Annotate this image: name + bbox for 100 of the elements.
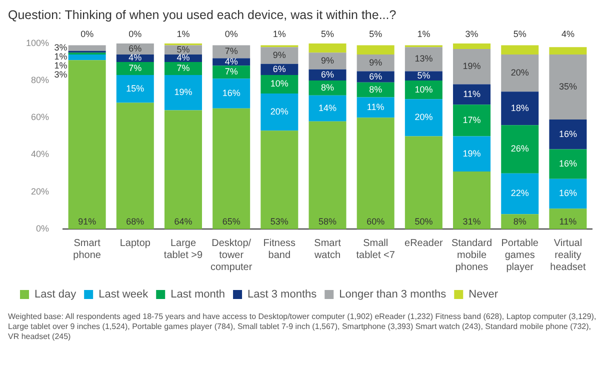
y-tick-label: 40%	[31, 149, 50, 160]
bar	[164, 62, 202, 75]
data-label: 4%	[561, 28, 574, 39]
bar	[116, 62, 154, 75]
x-tick-label: Virtual reality headset	[550, 238, 586, 273]
y-tick-label: 0%	[36, 223, 50, 234]
data-label: 16%	[558, 128, 577, 139]
bar	[549, 119, 587, 150]
bar	[212, 66, 250, 79]
x-tick-label: eReader	[404, 238, 444, 249]
data-label: 5%	[417, 70, 430, 80]
bar	[453, 84, 491, 105]
data-label: 3%	[54, 42, 68, 53]
data-label: 13%	[414, 54, 433, 64]
bar	[549, 149, 587, 179]
bar	[356, 71, 394, 82]
data-label: 7%	[224, 66, 238, 77]
data-label: 19%	[174, 87, 192, 98]
data-label: 4%	[224, 56, 238, 66]
bar	[501, 214, 539, 229]
data-label: 26%	[510, 144, 529, 154]
data-label: 1%	[272, 28, 286, 39]
bar	[356, 97, 394, 118]
data-label: 22%	[510, 188, 529, 198]
data-label: 5%	[369, 28, 382, 39]
x-tick-label: Portable games player	[501, 238, 539, 273]
text: Weighted base: All respondents aged 18-75 years and have access to Desktop/tower computer (1,902) eReader (1,232) Fitness band (628), Laptop computer (3,129), Large tablet over 9 inches (1,524), Portable games player (784), Small tablet 7-9 inch (1,567), Smartphone (3,393) Smart watch (243), Standard mobile phone (732), VR headset (245)	[8, 312, 598, 342]
data-label: 68%	[126, 216, 144, 226]
data-label: 17%	[462, 114, 481, 125]
bar	[549, 47, 587, 55]
bar	[501, 125, 539, 174]
chart-title: Question: Thinking of when you used each device, was it within the...?	[8, 8, 398, 22]
y-tick-label: 80%	[31, 75, 50, 86]
data-label: 7%	[224, 46, 238, 56]
data-label: 35%	[558, 82, 577, 92]
data-label: 6%	[128, 43, 142, 54]
data-label: 65%	[222, 216, 240, 226]
bar	[404, 99, 442, 136]
data-label: 11%	[463, 88, 480, 99]
x-tick-label: Large tablet >9	[164, 238, 203, 261]
data-label: 6%	[369, 71, 382, 82]
data-label: 31%	[462, 216, 481, 226]
data-label: 64%	[174, 216, 192, 226]
bar	[356, 45, 394, 55]
data-label: 9%	[369, 57, 382, 68]
data-label: 6%	[321, 69, 334, 80]
bar	[404, 47, 442, 72]
bar	[501, 173, 539, 214]
data-label: 9%	[272, 50, 286, 60]
bar	[549, 54, 587, 120]
data-label: 1%	[176, 28, 190, 39]
bar	[308, 121, 346, 229]
bar	[404, 136, 442, 229]
data-label: 7%	[128, 62, 142, 73]
bar	[356, 118, 394, 229]
y-tick-label: 20%	[31, 186, 50, 196]
data-label: 1%	[54, 60, 68, 71]
data-label: 20%	[270, 106, 288, 117]
legend-label: Last 3 months	[248, 288, 318, 301]
data-label: 4%	[176, 52, 190, 63]
bar	[549, 208, 587, 229]
data-label: 53%	[270, 216, 288, 226]
data-label: 11%	[559, 216, 577, 226]
y-tick-label: 60%	[31, 112, 50, 122]
bar	[260, 130, 298, 229]
bar	[501, 92, 539, 126]
data-label: 19%	[462, 148, 481, 158]
data-label: 10%	[270, 78, 288, 89]
y-tick-label: 100%	[26, 38, 50, 48]
bar	[308, 52, 346, 70]
data-label: 91%	[78, 216, 96, 226]
bar	[164, 74, 202, 110]
bar	[164, 110, 202, 229]
data-label: 7%	[176, 62, 190, 73]
x-tick-label: Fitness band	[263, 238, 296, 261]
x-tick-label: Smart phone	[73, 238, 102, 261]
data-label: 8%	[321, 82, 334, 92]
bar	[308, 43, 346, 53]
bar	[68, 45, 106, 51]
data-label: 4%	[128, 52, 142, 63]
data-label: 18%	[510, 102, 529, 113]
data-label: 20%	[414, 112, 433, 122]
legend-label: Last week	[98, 288, 149, 301]
bar	[453, 136, 491, 172]
legend-label: Never	[468, 288, 498, 301]
data-label: 0%	[128, 28, 142, 39]
x-tick-label: Standard mobile phones	[451, 238, 492, 273]
legend-label: Last day	[34, 288, 77, 301]
bar	[116, 74, 154, 103]
data-label: 11%	[366, 102, 384, 112]
data-label: 5%	[176, 44, 190, 54]
bar	[116, 102, 154, 229]
bar	[68, 54, 106, 60]
data-label: 3%	[54, 70, 68, 80]
bar	[356, 54, 394, 72]
data-label: 3%	[465, 28, 478, 39]
bar	[501, 54, 539, 92]
bar	[68, 60, 106, 229]
data-label: 60%	[366, 216, 385, 226]
legend-label: Longer than 3 months	[339, 288, 447, 301]
